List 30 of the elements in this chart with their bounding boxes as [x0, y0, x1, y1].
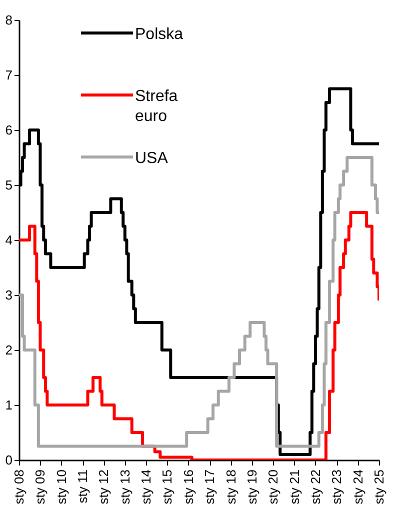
x-tick-label: sty 13	[117, 470, 132, 504]
y-tick-label: 0	[5, 452, 12, 468]
y-tick-label: 1	[5, 398, 12, 412]
y-tick-label: 5	[5, 178, 12, 192]
y-tick-label: 6	[5, 122, 12, 138]
x-tick-label: sty 18	[223, 470, 238, 504]
x-tick-label: sty 22	[308, 470, 323, 504]
y-tick-label: 4	[5, 232, 12, 248]
x-tick-label: sty 14	[138, 470, 154, 504]
x-tick-label: sty 16	[180, 470, 196, 504]
x-tick-label: sty 11	[75, 470, 90, 504]
x-tick-label: sty 21	[286, 470, 302, 504]
legend-label: USA	[135, 150, 168, 167]
x-tick-label: sty 10	[54, 470, 69, 504]
x-tick-label: sty 25	[372, 470, 386, 504]
legend-label: Polska	[135, 26, 184, 43]
x-tick-label: sty 19	[244, 470, 260, 504]
x-tick-label: sty 08	[12, 470, 26, 504]
x-tick-label: sty 24	[350, 470, 366, 504]
x-tick-label: sty 12	[96, 470, 112, 504]
y-tick-label: 7	[5, 68, 12, 82]
legend-label: Strefa euro	[135, 88, 178, 125]
y-tick-label: 8	[5, 12, 12, 28]
y-tick-label: 2	[5, 342, 12, 358]
x-tick-label: sty 09	[32, 470, 48, 504]
x-tick-label: sty 15	[160, 470, 175, 504]
y-tick-label: 3	[5, 288, 12, 302]
x-tick-label: sty 23	[329, 470, 344, 504]
x-tick-label: sty 17	[202, 470, 218, 504]
x-tick-label: sty 20	[266, 470, 281, 504]
